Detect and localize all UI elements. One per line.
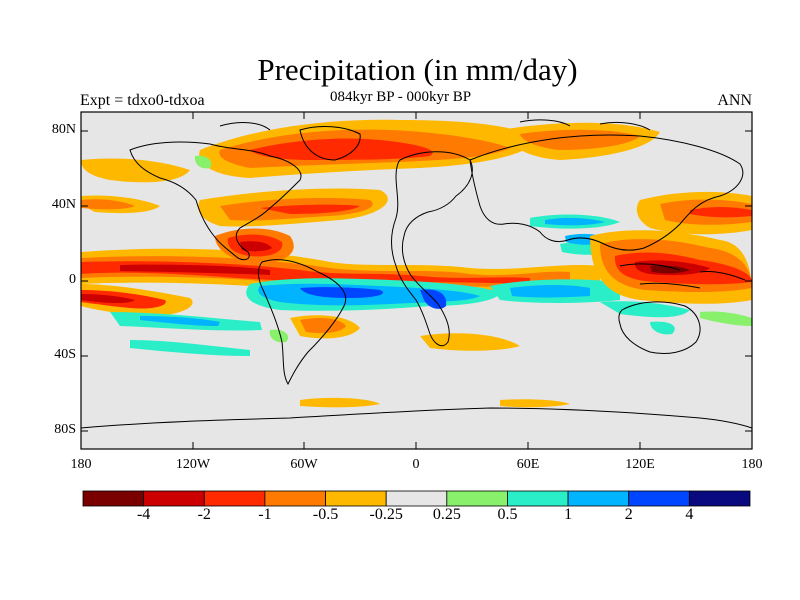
colorbar-label: -2	[197, 506, 211, 523]
coastline-europe-africa	[391, 151, 473, 347]
lat-label-80n: 80N	[51, 122, 76, 137]
plot-subtitle: 084kyr BP - 000kyr BP	[330, 89, 472, 105]
anomaly-blue-australia	[600, 301, 690, 318]
colorbar-label: 0.5	[497, 506, 518, 523]
lat-label-80s: 80S	[54, 422, 76, 437]
colorbar-box	[82, 490, 145, 507]
coastline-asia	[469, 134, 744, 251]
colorbar-box	[385, 490, 448, 507]
colorbar-box	[567, 490, 630, 507]
anomaly-darkred-band	[120, 264, 270, 275]
colorbar-label: -4	[136, 506, 151, 523]
colorbar-label: -1	[258, 506, 272, 523]
colorbar-label: 1	[564, 506, 573, 523]
coastline-arctic-islands	[219, 119, 651, 131]
coastline-australia	[618, 301, 701, 355]
season-label: ANN	[717, 92, 752, 109]
coastline-north-america	[129, 141, 302, 261]
colorbar-label: -0.5	[312, 506, 339, 523]
coastlines	[81, 119, 752, 429]
colorbar-box	[264, 490, 326, 507]
plot-title: Precipitation (in mm/day)	[257, 52, 578, 87]
lon-label-180w: 180	[70, 457, 92, 472]
colorbar-label: -0.25	[369, 506, 403, 523]
colorbar-box	[507, 490, 569, 507]
lon-label-180e: 180	[741, 457, 763, 472]
coastline-greenland	[299, 126, 361, 161]
colorbar-box	[688, 490, 751, 507]
colorbar-box	[628, 490, 690, 507]
lon-label-0: 0	[412, 457, 420, 472]
lon-label-60e: 60E	[516, 457, 540, 472]
axis-ticks	[80, 112, 753, 449]
colorbar-box	[203, 490, 266, 507]
lon-label-120w: 120W	[175, 457, 211, 472]
colorbar-box	[446, 490, 508, 507]
lat-label-0: 0	[69, 272, 76, 287]
lat-label-40n: 40N	[51, 197, 76, 212]
colorbar-label: 4	[685, 506, 694, 523]
coastline-maritime	[619, 263, 746, 289]
colorbar-boxes	[82, 490, 751, 507]
experiment-label: Expt = tdxo0-tdxoa	[80, 92, 205, 109]
colorbar-label: 2	[624, 506, 633, 523]
lon-label-120e: 120E	[625, 457, 655, 472]
coastline-antarctica	[81, 407, 752, 429]
colorbar-box	[325, 490, 387, 507]
lon-label-60w: 60W	[290, 457, 318, 472]
colorbar-box	[143, 490, 205, 507]
lat-label-40s: 40S	[54, 347, 76, 362]
coastline-south-america	[257, 259, 347, 386]
colorbar-label: 0.25	[432, 506, 461, 523]
